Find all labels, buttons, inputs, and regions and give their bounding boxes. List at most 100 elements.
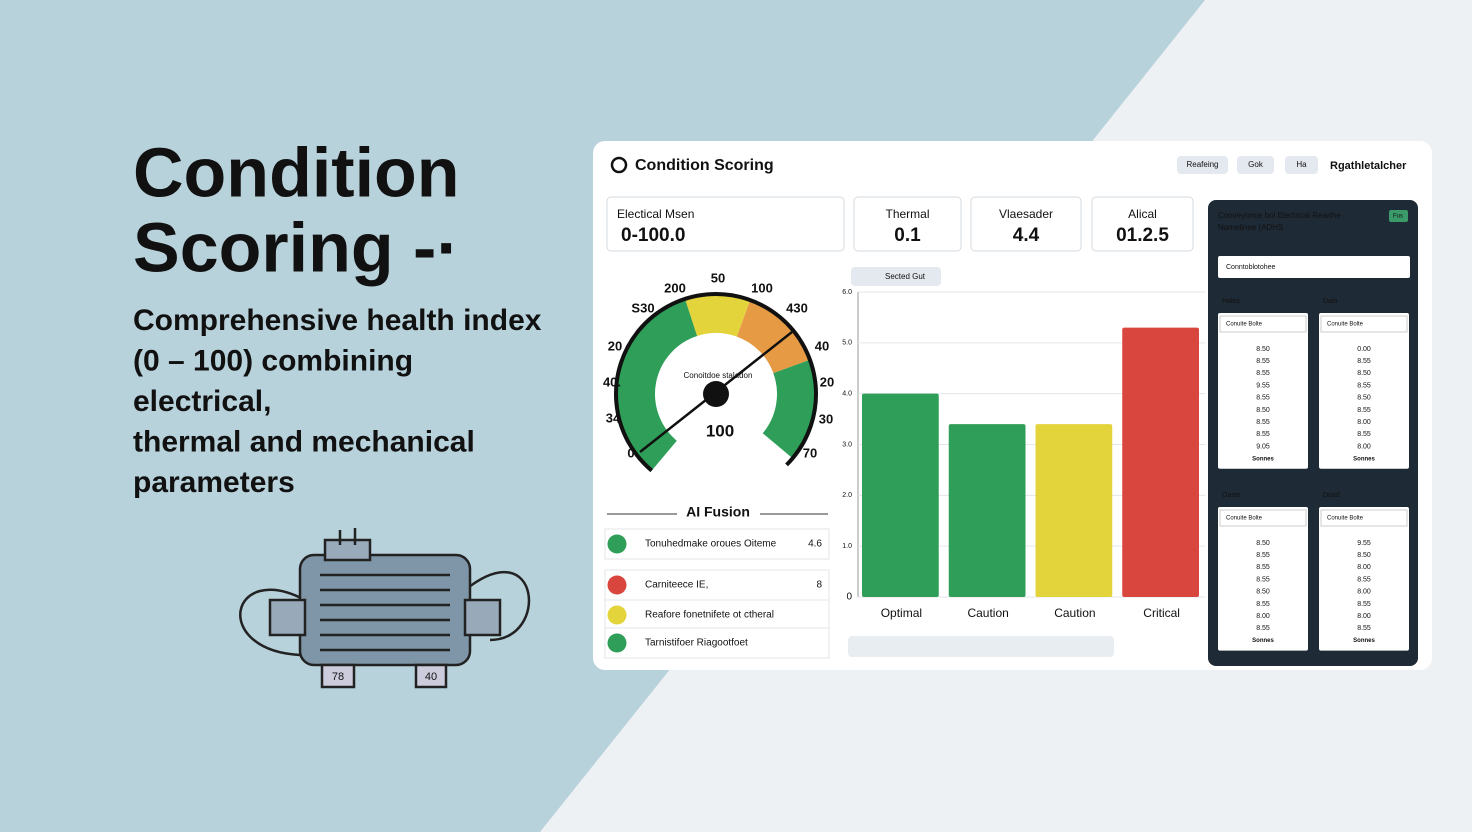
table-cell: 8.55 [1357,431,1371,438]
hero-title: Scoring -· [133,208,460,286]
dashboard-title: Condition Scoring [635,157,774,174]
motor-illustration [239,528,531,689]
user-name: Rgathletalcher [1330,160,1407,172]
table-cell: 8.00 [1357,613,1371,620]
gauge-scale-label: 0 [627,445,634,460]
table-cell: 8.55 [1357,358,1371,365]
table-cell: 8.55 [1256,625,1270,632]
motor-label: 78 [332,671,344,683]
gauge-segment [762,360,815,458]
fusion-item-text: Tonuhedmake oroues Oiteme [645,539,777,550]
table-cell: 8.55 [1357,601,1371,608]
table-cell: 8.55 [1256,358,1270,365]
metric-label: Electical Msen [617,207,694,221]
gauge-segment [617,299,698,470]
metric-card [853,196,962,252]
gauge-scale-label: 50 [711,270,725,285]
y-tick-label: 6.0 [842,289,852,296]
table-cell: 8.00 [1357,589,1371,596]
fusion-item-text: Carniteece IE, [645,580,708,591]
table-cell: 8.50 [1357,552,1371,559]
fusion-row [604,528,830,560]
hero-subtitle: (0 – 100) combining [133,344,413,377]
table-cell: 8.50 [1256,407,1270,414]
y-tick-label: 1.0 [842,543,852,550]
header-button[interactable] [1237,156,1274,174]
gauge-hub [703,381,729,407]
gauge-scale-label: 100 [751,280,773,295]
table-select[interactable] [1219,315,1307,333]
table-cell: 8.55 [1256,431,1270,438]
table-cell: 8.50 [1256,589,1270,596]
fusion-title: AI Fusion [686,504,750,520]
table-footer: Sonnes [1353,638,1375,644]
table-cell: 8.55 [1256,419,1270,426]
table-cell: 8.55 [1357,576,1371,583]
fusion-item-text: Reafore fonetnifete ot ctheral [645,610,774,621]
y-tick-label: 5.0 [842,340,852,347]
metric-value: 0.1 [894,225,921,246]
section-header: Hales [1222,298,1240,305]
table-cell: 0.00 [1357,346,1371,353]
table-cell: 8.55 [1256,576,1270,583]
header-button-label: Ha [1296,160,1307,169]
gauge-scale-label: 430 [786,300,808,315]
hero-subtitle: thermal and mechanical [133,425,475,458]
table-footer: Sonnes [1252,456,1274,462]
table-cell: 9.55 [1256,382,1270,389]
gauge-center-label: Conoitdoe staladon [684,371,753,380]
gauge-scale-label: 30 [819,411,833,426]
status-dot [607,633,627,653]
metric-value: 0-100.0 [621,225,685,246]
metric-card [970,196,1082,252]
gauge-value: 100 [706,421,734,440]
status-dot [607,575,627,595]
section-header: Oaste [1222,492,1241,499]
x-tick-label: Critical [1143,606,1180,620]
gauge-scale-label: 70 [803,445,817,460]
data-table [1319,507,1409,651]
section-header: Dalo [1323,298,1338,305]
motor-label: 40 [425,671,437,683]
gauge-scale-label: 20 [608,338,622,353]
table-select-label: Conuite Bolte [1327,322,1364,328]
bar [1035,424,1113,597]
table-select-label: Conuite Bolte [1226,322,1263,328]
fusion-row [604,599,830,631]
table-select-label: Conuite Bolte [1226,516,1263,522]
header-button[interactable] [1177,156,1228,174]
table-cell: 9.05 [1256,443,1270,450]
table-cell: 8.00 [1256,613,1270,620]
table-cell: 8.00 [1357,419,1371,426]
header-button[interactable] [1285,156,1318,174]
legend-chip [851,267,941,286]
table-select[interactable] [1219,509,1307,527]
hero-title: Condition [133,133,460,211]
side-panel-subtitle: Namelinee (ADHS [1218,223,1283,232]
side-panel-title: Conveyonce bol Electrical Rearthe [1218,211,1341,220]
header-button-label: Reafeing [1186,160,1218,169]
badge [1389,210,1408,222]
gauge-scale-label: 20 [820,374,834,389]
metric-value: 4.4 [1013,225,1040,246]
data-table [1218,313,1308,469]
table-select[interactable] [1320,509,1408,527]
table-cell: 8.50 [1357,395,1371,402]
gauge-scale-label: 34 [606,410,621,425]
table-cell: 8.55 [1357,625,1371,632]
table-select[interactable] [1320,315,1408,333]
hero-subtitle: electrical, [133,385,271,418]
bar [948,424,1026,597]
gauge-rim [614,292,818,496]
select-label: Conntoblotohee [1226,264,1276,271]
fusion-item-value: 4.6 [808,539,822,550]
y-tick-label: 0 [846,592,852,603]
badge-label: Fus [1393,214,1403,220]
table-cell: 8.55 [1256,395,1270,402]
table-cell: 8.00 [1357,564,1371,571]
select[interactable] [1218,256,1410,278]
table-cell: 8.55 [1256,552,1270,559]
table-cell: 8.50 [1256,540,1270,547]
table-cell: 8.50 [1357,370,1371,377]
